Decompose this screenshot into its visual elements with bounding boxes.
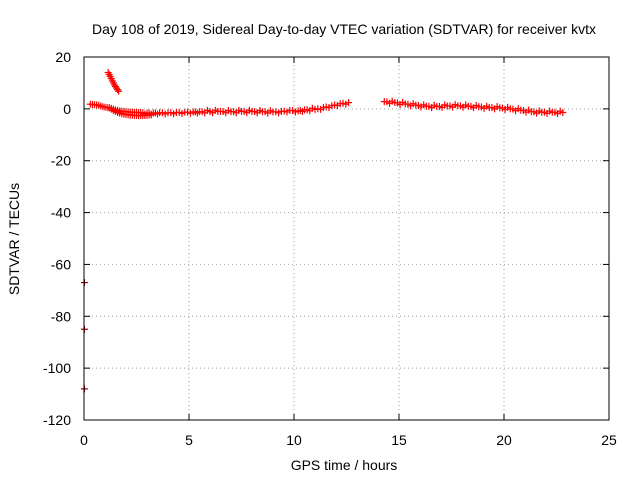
- x-tick-label: 10: [286, 432, 302, 448]
- y-tick-label: -60: [51, 256, 71, 272]
- y-tick-label: -80: [51, 308, 71, 324]
- y-tick-label: -40: [51, 205, 71, 221]
- labels-layer: 0 5 10 15 20 25 -120 -100 -80 -60 -40 -20 0 20: [43, 49, 617, 448]
- x-tick-label: 20: [496, 432, 512, 448]
- ticks-layer: [83, 56, 610, 421]
- x-tick-label: 15: [391, 432, 407, 448]
- data-point-lower-band: [147, 111, 155, 119]
- x-axis-label: GPS time / hours: [291, 457, 398, 473]
- x-tick-label: 25: [601, 432, 617, 448]
- data-point-main-track: [559, 108, 567, 116]
- y-axis-label: SDTVAR / TECUs: [6, 183, 22, 295]
- chart-title: Day 108 of 2019, Sidereal Day-to-day VTE…: [92, 21, 596, 37]
- y-tick-label: -20: [51, 153, 71, 169]
- y-tick-label: 0: [63, 101, 71, 117]
- y-tick-label: 20: [55, 49, 71, 65]
- grid-layer: [84, 57, 609, 420]
- x-tick-label: 0: [80, 432, 88, 448]
- y-tick-label: -100: [43, 360, 71, 376]
- data-point-rising-arc: [114, 86, 122, 94]
- y-tick-label: -120: [43, 412, 71, 428]
- plot-frame: [83, 56, 610, 421]
- data-point-main-track: [345, 99, 353, 107]
- data-point-rising-arc: [115, 87, 123, 95]
- x-tick-label: 5: [185, 432, 193, 448]
